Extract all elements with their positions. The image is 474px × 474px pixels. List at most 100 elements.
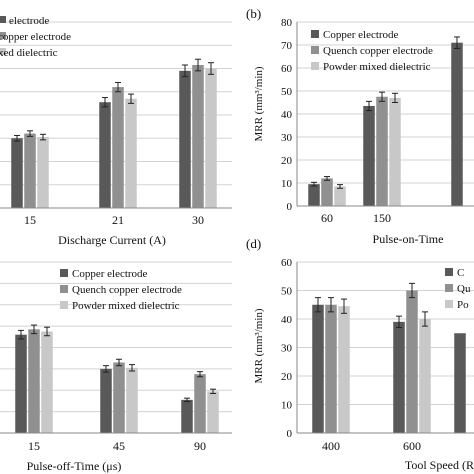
bar bbox=[126, 367, 138, 433]
y-tick-label: 0 bbox=[287, 428, 293, 440]
bar bbox=[192, 65, 204, 208]
legend-label: xed dielectric bbox=[0, 47, 58, 59]
y-tick-label: 60 bbox=[281, 257, 293, 269]
y-tick-label: 10 bbox=[281, 400, 293, 412]
x-tick-labels: 15 45 90 bbox=[28, 439, 206, 453]
y-tick-label: 60 bbox=[281, 63, 293, 75]
legend-label: Copper electrode bbox=[72, 268, 148, 280]
bar bbox=[207, 391, 219, 433]
legend-swatch bbox=[445, 300, 453, 308]
panel-a: 15 21 30 Discharge Current (A) electrode c… bbox=[0, 15, 232, 247]
legend-label: electrode bbox=[9, 15, 49, 27]
panel-b: (b) MRR (mm³/min) 0 10 20 30 40 50 60 70 80 60 15… bbox=[246, 6, 474, 246]
bar bbox=[125, 98, 137, 208]
panel-c: 15 45 90 Pulse-off-Time (μs) Copper electr… bbox=[0, 261, 232, 473]
y-tick-label: 10 bbox=[281, 178, 293, 190]
bar bbox=[194, 374, 206, 433]
bar bbox=[363, 105, 375, 206]
bar bbox=[113, 362, 125, 433]
bars bbox=[308, 36, 463, 207]
y-tick-label: 50 bbox=[281, 86, 293, 98]
bar bbox=[100, 368, 112, 433]
x-tick-label: 15 bbox=[28, 439, 40, 453]
bar bbox=[41, 331, 53, 433]
y-tick-label: 30 bbox=[281, 132, 293, 144]
legend: electrode copper electrode xed dielectri… bbox=[0, 15, 71, 59]
bar bbox=[454, 333, 466, 433]
x-tick-label: 400 bbox=[322, 439, 340, 453]
x-axis-label: Pulse-on-Time bbox=[373, 232, 444, 246]
bars bbox=[15, 324, 219, 433]
legend-swatch bbox=[445, 284, 453, 292]
bar bbox=[99, 102, 111, 208]
bar bbox=[28, 329, 40, 433]
legend-swatch bbox=[60, 285, 68, 293]
bar bbox=[181, 399, 193, 433]
legend-swatch bbox=[311, 62, 319, 70]
x-tick-label: 60 bbox=[321, 211, 333, 225]
y-tick-label: 40 bbox=[281, 314, 293, 326]
bar bbox=[406, 290, 418, 433]
legend-label: Quench copper electrode bbox=[323, 45, 433, 57]
x-tick-label: 15 bbox=[24, 213, 36, 227]
legend-label: Quench copper electrode bbox=[72, 284, 182, 296]
bar bbox=[11, 138, 23, 208]
legend-swatch bbox=[311, 30, 319, 38]
bar bbox=[308, 184, 320, 206]
bar bbox=[325, 304, 337, 433]
legend-swatch bbox=[0, 32, 6, 39]
bar bbox=[312, 304, 324, 433]
bar bbox=[112, 87, 124, 208]
y-tick-label: 30 bbox=[281, 343, 293, 355]
bar bbox=[37, 137, 49, 208]
bar bbox=[24, 133, 36, 208]
legend-label: copper electrode bbox=[0, 31, 71, 43]
x-tick-label: 600 bbox=[403, 439, 421, 453]
bar bbox=[393, 321, 405, 433]
y-tick-label: 50 bbox=[281, 286, 293, 298]
y-axis-label: MRR (mm³/min) bbox=[253, 308, 265, 383]
y-axis-label: MRR (mm³/min) bbox=[253, 66, 265, 141]
y-tick-label: 0 bbox=[287, 201, 293, 213]
y-tick-label: 40 bbox=[281, 109, 293, 121]
legend-swatch bbox=[60, 301, 68, 309]
x-tick-labels: 60 150 bbox=[321, 211, 391, 225]
legend: Copper electrode Quench copper electrode… bbox=[60, 268, 182, 312]
x-tick-labels: 15 21 30 bbox=[24, 213, 204, 227]
x-tick-labels: 400 600 bbox=[322, 439, 421, 453]
x-axis-label: Discharge Current (A) bbox=[58, 233, 166, 247]
legend-label: C bbox=[457, 267, 464, 279]
legend-label: Powder mixed dielectric bbox=[72, 300, 180, 312]
x-tick-label: 30 bbox=[192, 213, 204, 227]
bar bbox=[419, 319, 431, 433]
legend-label: Copper electrode bbox=[323, 29, 399, 41]
x-tick-label: 21 bbox=[112, 213, 124, 227]
x-tick-label: 90 bbox=[194, 439, 206, 453]
bar bbox=[334, 186, 346, 206]
panel-letter: (d) bbox=[246, 236, 261, 251]
x-axis-label: Tool Speed (R bbox=[405, 458, 474, 472]
legend: C Qu Po bbox=[445, 267, 471, 311]
bars bbox=[11, 58, 217, 208]
y-tick-labels: 0 10 20 30 40 50 60 70 80 bbox=[281, 17, 293, 213]
legend-swatch bbox=[445, 268, 453, 276]
y-tick-label: 80 bbox=[281, 17, 293, 29]
bar bbox=[451, 42, 463, 207]
x-tick-label: 45 bbox=[113, 439, 125, 453]
legend-label: Qu bbox=[457, 283, 471, 295]
legend-label: Po bbox=[457, 299, 469, 311]
bar bbox=[389, 97, 401, 206]
x-tick-label: 150 bbox=[373, 211, 391, 225]
legend-swatch bbox=[311, 46, 319, 54]
bar bbox=[376, 96, 388, 206]
legend: Copper electrode Quench copper electrode… bbox=[311, 29, 433, 73]
panel-letter: (b) bbox=[246, 6, 261, 21]
panel-d: (d) MRR (mm³/min) 0 10 20 30 40 50 60 400 600 T… bbox=[246, 236, 474, 472]
bars bbox=[312, 282, 466, 433]
y-tick-label: 20 bbox=[281, 371, 293, 383]
bar bbox=[321, 178, 333, 206]
y-tick-labels: 0 10 20 30 40 50 60 bbox=[281, 257, 293, 440]
legend-label: Powder mixed dielectric bbox=[323, 61, 431, 73]
legend-swatch bbox=[60, 269, 68, 277]
